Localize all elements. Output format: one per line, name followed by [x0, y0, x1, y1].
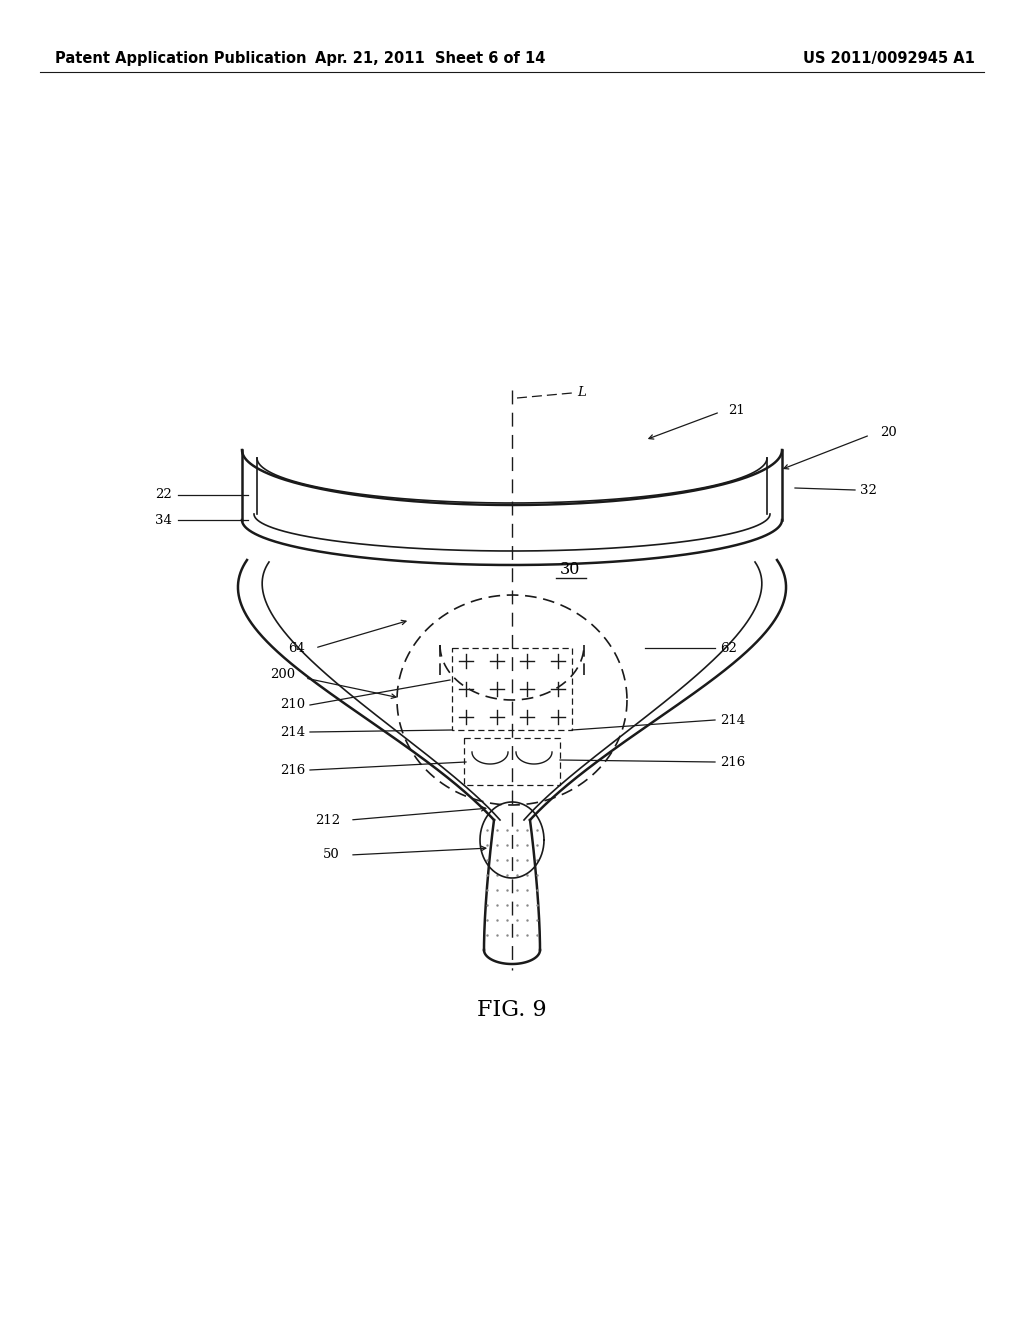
Text: 50: 50 — [324, 849, 340, 862]
Text: 214: 214 — [280, 726, 305, 738]
Text: 21: 21 — [728, 404, 744, 417]
Text: 64: 64 — [288, 642, 305, 655]
Text: 20: 20 — [880, 425, 897, 438]
Text: 30: 30 — [560, 561, 581, 578]
Text: Apr. 21, 2011  Sheet 6 of 14: Apr. 21, 2011 Sheet 6 of 14 — [314, 50, 545, 66]
Text: 62: 62 — [720, 642, 737, 655]
Text: 34: 34 — [155, 513, 172, 527]
Text: Patent Application Publication: Patent Application Publication — [55, 50, 306, 66]
Text: 216: 216 — [720, 755, 745, 768]
Text: 32: 32 — [860, 483, 877, 496]
Text: 214: 214 — [720, 714, 745, 726]
Text: 212: 212 — [314, 813, 340, 826]
Text: L: L — [577, 385, 586, 399]
Text: 200: 200 — [270, 668, 295, 681]
Text: 22: 22 — [156, 488, 172, 502]
Text: US 2011/0092945 A1: US 2011/0092945 A1 — [803, 50, 975, 66]
Text: 216: 216 — [280, 763, 305, 776]
Text: 210: 210 — [280, 698, 305, 711]
Text: FIG. 9: FIG. 9 — [477, 999, 547, 1020]
